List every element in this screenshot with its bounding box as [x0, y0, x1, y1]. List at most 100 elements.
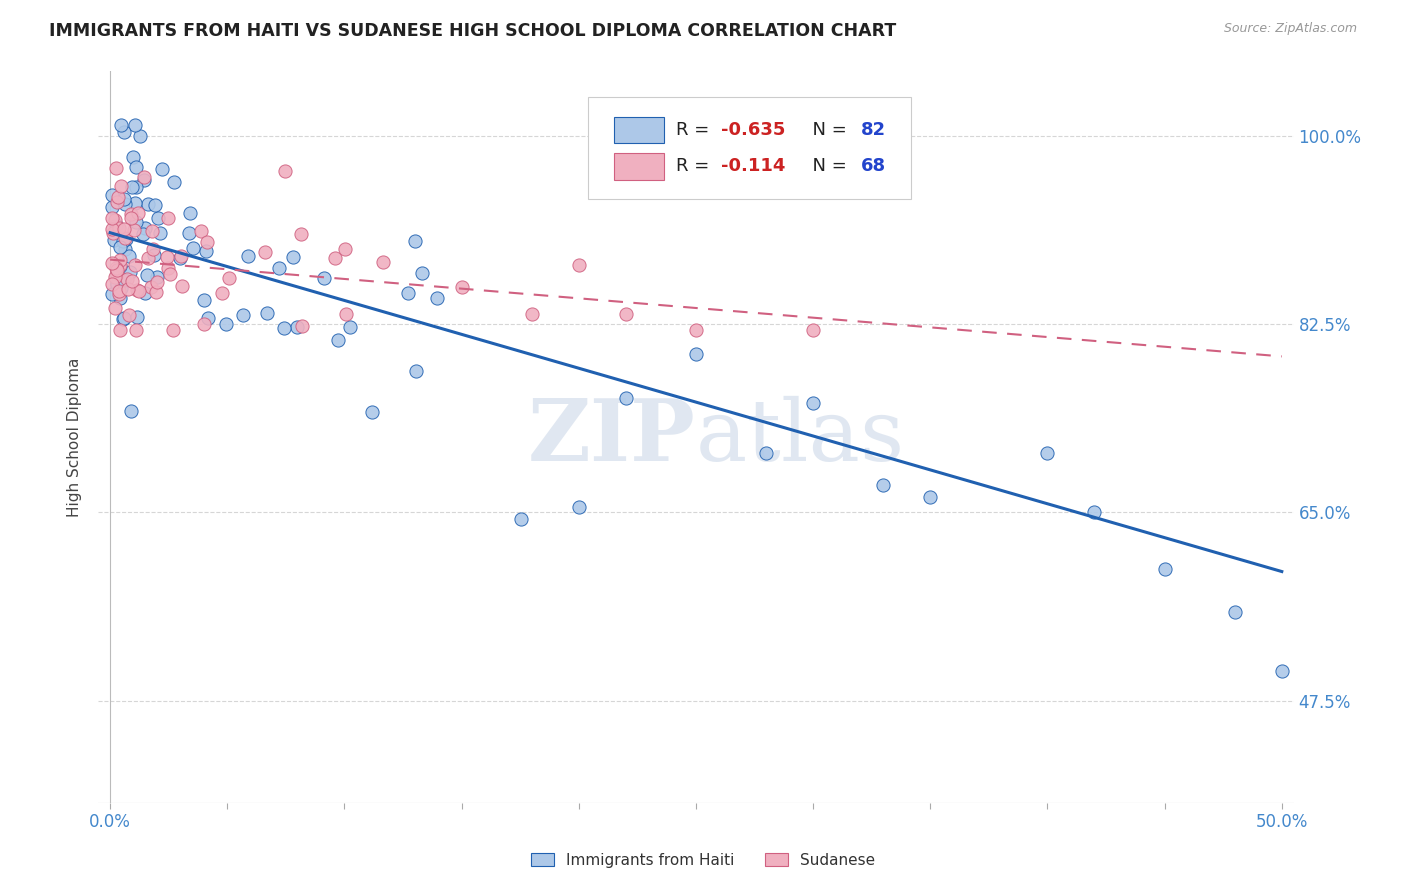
Point [101, 188, 124, 202]
Point [141, 224, 163, 238]
Point [920, 490, 942, 504]
Point [273, 320, 295, 334]
Point [170, 249, 193, 263]
Point [136, 268, 159, 282]
Y-axis label: High School Diploma: High School Diploma [67, 358, 83, 516]
Point [136, 196, 159, 211]
Point [1153, 562, 1175, 576]
Point [146, 269, 169, 284]
Point [312, 270, 335, 285]
Point [124, 118, 146, 132]
Point [405, 363, 427, 377]
Point [273, 164, 295, 178]
Point [371, 254, 394, 268]
Point [404, 235, 426, 249]
Point [110, 281, 132, 295]
Point [177, 226, 200, 240]
Point [114, 231, 136, 245]
Point [132, 173, 155, 187]
Point [614, 391, 637, 405]
Point [172, 279, 194, 293]
Point [520, 307, 543, 321]
Point [162, 322, 184, 336]
Point [114, 221, 136, 235]
Point [872, 477, 894, 491]
Point [193, 293, 215, 307]
Point [104, 213, 127, 227]
Point [132, 169, 155, 184]
Point [112, 234, 135, 248]
Point [108, 239, 131, 253]
Point [156, 211, 179, 225]
Point [211, 286, 233, 301]
Legend: Immigrants from Haiti, Sudanese: Immigrants from Haiti, Sudanese [523, 845, 883, 875]
Point [120, 207, 142, 221]
Point [108, 287, 131, 301]
Point [112, 310, 135, 325]
Point [328, 333, 350, 347]
Point [120, 404, 142, 418]
Point [124, 196, 146, 211]
Point [685, 322, 707, 336]
Point [146, 211, 169, 225]
Point [193, 318, 215, 332]
Text: R =: R = [676, 158, 714, 176]
Point [215, 317, 238, 331]
Point [101, 226, 124, 240]
Point [134, 221, 156, 235]
Point [101, 222, 124, 236]
Point [115, 272, 138, 286]
Point [107, 190, 129, 204]
Point [285, 319, 308, 334]
Point [169, 251, 191, 265]
Point [236, 249, 259, 263]
Point [801, 396, 824, 410]
Point [333, 242, 356, 256]
Point [614, 307, 637, 321]
Point [120, 265, 142, 279]
Point [112, 192, 135, 206]
Point [281, 250, 304, 264]
Point [335, 307, 357, 321]
Point [149, 226, 172, 240]
Point [685, 347, 707, 361]
Point [101, 201, 124, 215]
Point [124, 258, 146, 272]
Point [568, 500, 591, 515]
Point [118, 249, 141, 263]
Point [108, 258, 131, 272]
FancyBboxPatch shape [589, 97, 911, 200]
Point [145, 285, 167, 300]
Point [121, 150, 143, 164]
Point [114, 230, 136, 244]
Point [323, 251, 346, 265]
Point [108, 221, 131, 235]
Point [256, 306, 278, 320]
Point [114, 242, 136, 256]
Point [101, 256, 124, 270]
Point [450, 279, 472, 293]
Point [568, 258, 591, 272]
Point [114, 196, 136, 211]
Point [105, 267, 128, 281]
Text: 82: 82 [860, 121, 886, 139]
Point [150, 161, 173, 176]
Point [125, 283, 148, 297]
Point [136, 251, 159, 265]
Point [132, 227, 155, 241]
Point [1036, 446, 1059, 460]
Point [118, 308, 141, 322]
Point [510, 512, 533, 526]
Point [110, 118, 132, 132]
Point [125, 214, 148, 228]
Point [291, 318, 314, 333]
Point [128, 284, 150, 298]
Text: ZIP: ZIP [529, 395, 696, 479]
Point [197, 310, 219, 325]
Point [218, 271, 240, 285]
Point [101, 287, 124, 301]
Point [105, 261, 128, 276]
Text: N =: N = [801, 158, 852, 176]
Point [269, 261, 291, 276]
Point [290, 227, 312, 241]
